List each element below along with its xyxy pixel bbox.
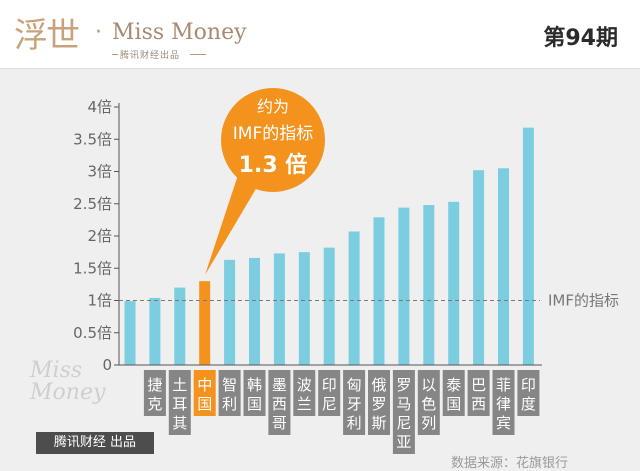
bar-印度 (522, 127, 534, 365)
logo-subtitle: 腾讯财经出品 (120, 51, 181, 61)
issue-number: 第94期 (543, 26, 618, 51)
category-box-波兰 (293, 370, 316, 416)
category-box-巴西 (467, 370, 490, 416)
y-tick-label-2: 1倍 (87, 292, 112, 310)
category-box-以色列 (417, 370, 440, 435)
category-box-泰国 (442, 370, 465, 416)
bars-group (124, 127, 534, 365)
bar-智利 (224, 259, 236, 365)
category-label-菲律宾: 菲律宾 (496, 376, 511, 432)
y-tick-label-6: 3倍 (87, 163, 112, 181)
y-tick-label-3: 1.5倍 (73, 259, 112, 277)
category-box-墨西哥 (268, 370, 291, 435)
category-label-巴西: 巴西 (471, 376, 486, 413)
category-box-中国 (193, 370, 216, 416)
category-label-罗马尼亚: 罗马尼亚 (396, 376, 411, 451)
category-label-土耳其: 土耳其 (172, 376, 187, 432)
bar-匈牙利 (348, 231, 360, 365)
category-label-墨西哥: 墨西哥 (272, 376, 287, 432)
logo-chinese: 浮世 (14, 16, 80, 56)
category-box-菲律宾 (492, 370, 515, 435)
callout-bubble (221, 88, 325, 192)
category-box-智利 (218, 370, 241, 416)
category-label-俄罗斯: 俄罗斯 (371, 376, 386, 432)
bar-罗马尼亚 (398, 207, 410, 365)
category-box-韩国 (243, 370, 266, 416)
bar-俄罗斯 (373, 217, 385, 365)
bar-unlabeled (124, 301, 136, 365)
bar-以色列 (423, 205, 435, 365)
category-box-捷克 (143, 370, 166, 416)
callout-line-1: 约为 (257, 97, 289, 116)
category-box-匈牙利 (343, 370, 366, 435)
category-box-印尼 (318, 370, 341, 416)
category-label-韩国: 韩国 (247, 376, 262, 413)
callout-line-3: 1.3 倍 (239, 152, 308, 178)
y-tick-label-8: 4倍 (87, 98, 112, 116)
bar-墨西哥 (273, 253, 285, 365)
category-label-波兰: 波兰 (297, 376, 312, 413)
bar-波兰 (298, 252, 310, 365)
category-label-以色列: 以色列 (421, 376, 436, 432)
logo-dot: · (95, 20, 102, 45)
category-box-罗马尼亚 (392, 370, 415, 454)
bar-泰国 (448, 201, 460, 365)
callout-group: 约为 IMF的指标 1.3 倍 (205, 88, 325, 275)
y-tick-label-4: 2倍 (87, 227, 112, 245)
category-label-捷克: 捷克 (147, 376, 162, 413)
watermark-line-2: Money (30, 380, 106, 405)
y-tick-label-7: 3.5倍 (73, 130, 112, 148)
category-label-匈牙利: 匈牙利 (347, 376, 362, 432)
reference-line-group: IMF的指标 (119, 292, 619, 310)
bar-印尼 (323, 247, 335, 365)
category-box-土耳其 (168, 370, 191, 435)
callout-tail (205, 175, 260, 275)
header: 浮世 · Miss Money 腾讯财经出品 第94期 (0, 0, 640, 69)
reference-line-label: IMF的指标 (548, 292, 619, 310)
logo-divider-left (112, 54, 118, 55)
bar-菲律宾 (498, 168, 509, 365)
bar-韩国 (249, 257, 260, 365)
bar-土耳其 (174, 287, 186, 365)
category-label-智利: 智利 (222, 376, 237, 413)
bar-捷克 (149, 297, 161, 365)
bar-中国 (199, 281, 211, 365)
category-label-泰国: 泰国 (446, 376, 461, 413)
category-box-俄罗斯 (368, 370, 390, 435)
category-label-印度: 印度 (521, 376, 536, 413)
watermark: Miss Money (30, 360, 105, 404)
logo-divider-right (190, 54, 206, 55)
y-tick-label-1: 0.5倍 (73, 324, 112, 342)
callout-line-2: IMF的指标 (233, 124, 313, 144)
category-label-印尼: 印尼 (322, 376, 337, 413)
bar-巴西 (473, 170, 485, 365)
watermark-line-1: Miss (30, 358, 83, 383)
y-axis-group: 0 0.5倍 1倍 1.5倍 2倍 2.5倍 3倍 3.5倍 4倍 (73, 98, 542, 374)
footer-tag: 腾讯财经 出品 (36, 432, 154, 454)
y-tick-label-5: 2.5倍 (73, 195, 112, 213)
data-source: 数据来源：花旗银行 (450, 456, 568, 471)
logo-english: Miss Money (112, 20, 247, 45)
category-label-中国: 中国 (197, 376, 212, 413)
category-box-印度 (517, 370, 540, 416)
y-tick-label-0: 0 (102, 356, 112, 374)
